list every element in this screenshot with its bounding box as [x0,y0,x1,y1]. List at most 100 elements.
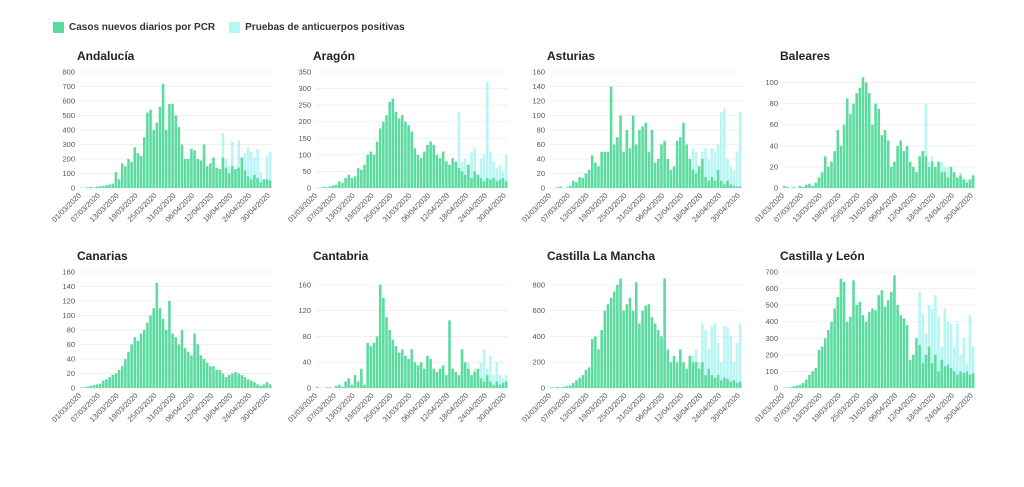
bar-pcr [827,166,830,188]
bar-pcr [429,359,432,388]
bar-antibodies [253,157,256,188]
bar-pcr [372,342,376,388]
bar-pcr [675,140,679,189]
bar-pcr [265,179,269,188]
bar-pcr [783,185,786,188]
bar-pcr [855,305,858,388]
bar-pcr [823,156,827,188]
bar-pcr [852,280,855,388]
bar-pcr [139,333,143,389]
bar-pcr [498,384,502,388]
y-tick-label: 80 [537,126,545,135]
bar-pcr [366,154,369,188]
y-tick-label: 0 [541,184,545,193]
bar-pcr [394,111,398,188]
y-tick-label: 300 [62,140,75,149]
bar-pcr [927,346,931,388]
bar-pcr [669,362,673,388]
bar-pcr [231,373,234,388]
bar-pcr [89,385,93,388]
bar-pcr [498,179,502,188]
bar-pcr [890,291,893,388]
bar-pcr [871,308,874,388]
bar-pcr [682,362,685,388]
bar-pcr [798,185,802,188]
bar-pcr [915,338,918,388]
bar-pcr [426,355,429,388]
bar-pcr [726,180,729,188]
bar-pcr [924,354,928,388]
bar-pcr [867,311,871,388]
bar-pcr [927,166,931,188]
bar-pcr [316,386,319,388]
bar-pcr [628,297,632,388]
bar-antibodies [921,313,925,388]
bar-antibodies [704,148,707,189]
bar-pcr [369,346,373,388]
bar-pcr [726,378,729,388]
bar-pcr [177,127,181,188]
bar-pcr [152,130,155,188]
y-tick-label: 50 [303,167,311,176]
bar-pcr [609,86,613,188]
bar-pcr [572,382,575,388]
bar-pcr [212,366,215,388]
bar-antibodies [256,148,259,188]
bar-antibodies [485,81,489,188]
bar-antibodies [504,375,508,388]
bar-pcr [691,169,695,189]
bar-pcr [631,310,635,388]
bar-pcr [331,185,335,188]
y-tick-label: 300 [765,334,778,343]
bar-pcr [949,166,953,188]
bar-pcr [180,144,184,188]
bar-pcr [694,173,698,188]
bar-pcr [965,371,969,388]
bar-pcr [388,101,391,188]
bar-pcr [155,282,159,389]
bar-antibodies [707,349,710,388]
bar-pcr [347,174,351,188]
bar-pcr [111,374,115,388]
bar-pcr [845,98,849,188]
bar-pcr [817,349,821,388]
bar-pcr [334,184,338,188]
bar-pcr [344,178,347,188]
bar-antibodies [470,151,473,188]
bar-antibodies [735,151,739,188]
y-tick-label: 700 [765,268,778,277]
bar-pcr [798,384,802,388]
bar-antibodies [701,323,704,388]
bar-pcr [127,351,130,388]
bar-pcr [410,131,414,188]
bar-pcr [243,170,247,188]
bar-pcr [956,374,959,388]
bar-pcr [719,380,723,388]
bar-pcr [495,181,498,188]
bar-antibodies [710,148,714,189]
bar-pcr [638,130,641,188]
y-tick-label: 200 [62,155,75,164]
bar-pcr [918,156,921,188]
bar-pcr [467,164,470,188]
y-tick-label: 250 [298,101,311,110]
bar-pcr [852,103,855,188]
bar-pcr [482,181,486,188]
y-tick-label: 60 [770,120,778,129]
bar-pcr [738,186,742,188]
bar-pcr [808,374,811,388]
bar-antibodies [492,161,495,188]
bar-pcr [161,83,165,188]
bar-pcr [177,344,181,388]
bar-pcr [124,359,127,388]
y-tick-label: 60 [67,340,75,349]
bar-pcr [590,339,594,388]
bar-pcr [568,385,572,388]
bar-pcr [196,159,200,188]
y-tick-label: 700 [62,82,75,91]
bar-antibodies [726,159,729,188]
bar-pcr [262,384,266,389]
bar-pcr [92,385,96,388]
bar-pcr [385,317,388,388]
bar-pcr [240,374,244,388]
